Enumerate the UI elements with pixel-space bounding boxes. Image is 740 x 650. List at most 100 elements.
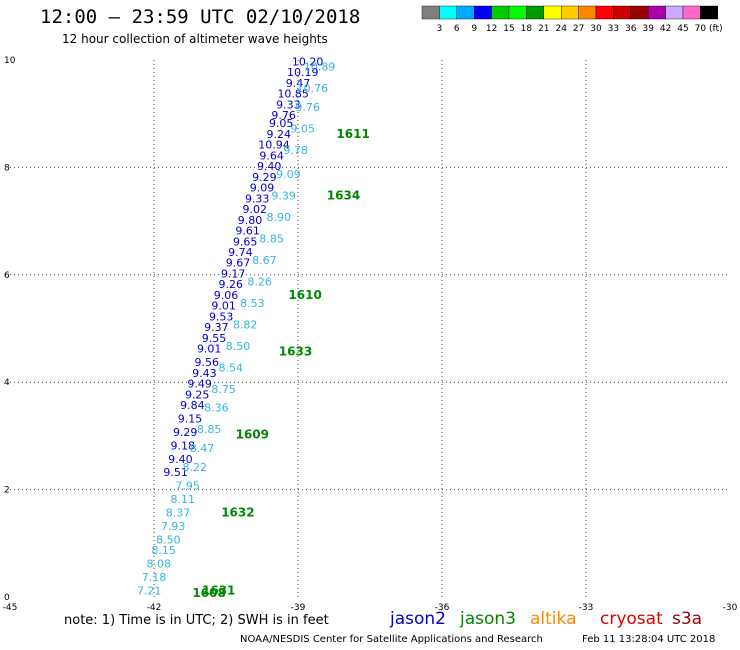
chart-subtitle: 12 hour collection of altimeter wave hei…: [62, 32, 328, 46]
color-scale-label: 15: [503, 24, 514, 34]
data-point-jason3: 8.85: [259, 233, 284, 246]
data-point-jason3: 9.76: [295, 101, 320, 114]
data-point-jason3: 8.37: [166, 506, 191, 519]
y-tick-label: 10: [4, 56, 16, 66]
data-point-jason2: 9.24: [267, 128, 292, 141]
color-scale-swatch: [595, 5, 614, 20]
data-point-jason3: 8.54: [219, 361, 244, 374]
data-point-jason2: 10.85: [277, 88, 309, 101]
data-point-jason3: 8.50: [226, 340, 251, 353]
data-point-jason2: 9.01: [197, 343, 222, 356]
data-point-jason3: 9.05: [291, 122, 316, 135]
y-tick-label: 0: [4, 593, 10, 603]
data-point-jason2: 9.80: [238, 214, 263, 227]
data-point-jason2: 10.19: [287, 66, 319, 79]
data-point-jason3: 8.08: [147, 557, 172, 570]
mission-label-cryosat: cryosat: [600, 609, 663, 629]
data-point-jason3: 8.26: [247, 276, 272, 289]
color-scale-label: 12: [486, 24, 497, 34]
data-point-jason2: 9.02: [243, 203, 268, 216]
data-point-jason3: 9.09: [276, 168, 301, 181]
data-point-jason3: 8.53: [240, 297, 265, 310]
data-point-jason3: 10.89: [304, 61, 336, 74]
color-scale-swatch: [700, 5, 719, 20]
data-point-jason3: 8.75: [211, 383, 236, 396]
color-scale-swatch: [439, 5, 457, 20]
data-point-jason3: 7.18: [142, 571, 167, 584]
data-point-jason2: 9.01: [211, 300, 236, 313]
color-scale-swatch: [491, 5, 510, 20]
color-scale-label: 18: [521, 24, 533, 34]
color-scale-unit: (ft): [709, 24, 723, 34]
data-point-jason2: 9.09: [250, 182, 275, 195]
color-scale-label: 30: [590, 24, 602, 34]
data-point-jason3: 8.11: [171, 493, 196, 506]
data-point-jason2: 9.25: [185, 388, 210, 401]
time-label: 1631: [202, 583, 235, 597]
data-point-jason3: 8.50: [156, 533, 181, 546]
data-point-jason2: 9.55: [202, 332, 227, 345]
x-tick-label: -36: [435, 603, 450, 613]
data-point-jason3: 7.95: [175, 480, 200, 493]
data-point-jason2: 9.40: [257, 160, 282, 173]
color-scale-swatch: [421, 5, 440, 20]
data-point-jason2: 9.15: [178, 412, 203, 425]
data-point-jason3: 9.39: [271, 190, 296, 203]
data-point-jason3: 8.82: [233, 319, 258, 332]
data-point-jason2: 9.06: [214, 289, 239, 302]
data-point-jason3: 7.93: [161, 520, 186, 533]
data-point-jason2: 9.47: [286, 77, 311, 90]
data-point-jason3: 8.36: [204, 402, 229, 415]
color-scale-label: 70: [695, 24, 707, 34]
data-point-jason3: 9.78: [283, 144, 308, 157]
time-label: 1609: [236, 428, 269, 442]
color-scale-label: 39: [642, 24, 654, 34]
time-label: 1608: [192, 586, 225, 600]
data-point-jason2: 9.51: [163, 466, 188, 479]
color-scale-swatch: [561, 5, 579, 20]
color-scale-label: 45: [677, 24, 688, 34]
data-point-jason2: 9.76: [271, 109, 296, 122]
color-scale-swatch: [630, 5, 649, 20]
generated-timestamp: Feb 11 13:28:04 UTC 2018: [582, 634, 716, 645]
color-scale-swatch: [613, 5, 632, 20]
data-point-jason2: 9.17: [221, 267, 246, 280]
x-tick-label: -39: [291, 603, 306, 613]
color-scale-swatch: [456, 5, 475, 20]
data-point-jason2: 9.37: [204, 321, 229, 334]
data-point-jason2: 9.29: [173, 426, 198, 439]
mission-label-jason3: jason3: [460, 609, 516, 629]
color-scale-swatch: [526, 5, 545, 20]
mission-label-jason2: jason2: [390, 609, 446, 629]
data-point-jason2: 9.05: [269, 117, 294, 130]
color-scale-label: 6: [454, 24, 460, 34]
color-scale-label: 27: [573, 24, 584, 34]
time-label: 1611: [336, 127, 369, 141]
data-point-jason3: 8.85: [197, 423, 222, 436]
data-point-jason2: 9.53: [209, 310, 234, 323]
mission-label-altika: altika: [530, 609, 577, 629]
color-scale-swatch: [578, 5, 597, 20]
data-point-jason2: 9.33: [276, 98, 301, 111]
data-point-jason2: 9.67: [226, 257, 251, 270]
x-tick-label: -33: [579, 603, 594, 613]
data-point-jason3: 7.21: [137, 584, 162, 597]
color-scale-swatch: [508, 5, 527, 20]
data-point-jason3: 8.15: [151, 544, 176, 557]
data-point-jason2: 9.26: [219, 278, 244, 291]
note-text: note: 1) Time is in UTC; 2) SWH is in fe…: [64, 613, 329, 628]
color-scale-label: 24: [555, 24, 567, 34]
y-tick-label: 4: [4, 378, 10, 388]
y-tick-label: 8: [4, 163, 10, 173]
x-tick-label: -45: [3, 603, 18, 613]
data-point-jason2: 9.49: [187, 378, 212, 391]
color-scale-swatch: [543, 5, 562, 20]
color-scale-swatch: [682, 5, 701, 20]
time-label: 1633: [279, 344, 312, 358]
data-point-jason2: 9.43: [192, 367, 217, 380]
color-scale-label: 33: [608, 24, 619, 34]
x-tick-label: -30: [723, 603, 738, 613]
data-point-jason2: 9.64: [259, 149, 284, 162]
data-point-jason2: 10.94: [258, 139, 290, 152]
y-tick-label: 2: [4, 486, 10, 496]
